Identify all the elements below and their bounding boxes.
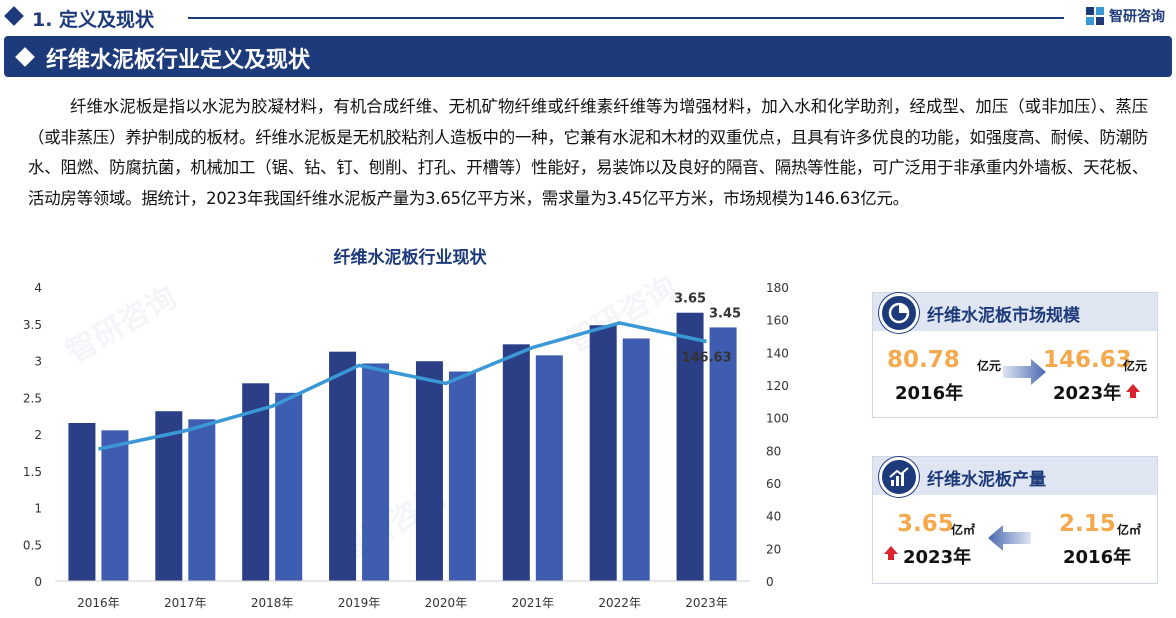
up-arrow-icon [1126,384,1140,398]
market-from-unit: 亿元 [977,359,1002,373]
section-divider [188,17,1064,19]
x-tick-label: 2023年 [685,596,728,610]
market-to-value: 146.63 [1043,347,1132,373]
output-latest-year: 2023年 [903,547,972,568]
x-tick-label: 2019年 [338,596,381,610]
market-to-year: 2023年 [1053,383,1122,404]
line-series [98,321,707,451]
arrow-left-icon [988,525,1031,551]
output-card: 纤维水泥板产量 3.65 亿㎡ 2023年 2.15 亿㎡ 2016年 [872,456,1158,584]
output-base-year: 2016年 [1063,547,1132,568]
bar-series2 [101,430,129,581]
y-right-tick-label: 20 [766,542,781,556]
output-latest-unit: 亿㎡ [951,523,976,537]
market-from-year: 2016年 [895,383,964,404]
y-right-tick-label: 160 [766,314,789,328]
title-banner: 纤维水泥板行业定义及现状 [4,36,1172,77]
output-base-unit: 亿㎡ [1117,523,1142,537]
section-diamond-icon [4,6,24,26]
y-right-tick-label: 180 [766,281,789,295]
output-latest-value: 3.65 [897,511,954,537]
y-left-tick-label: 0 [34,575,42,589]
bar1-data-label: 3.65 [674,292,706,307]
bar-series1 [68,422,96,581]
chart-title: 纤维水泥板行业现状 [333,248,487,268]
market-size-card: 纤维水泥板市场规模 80.78 亿元 2016年 146.63 亿元 2023年 [872,292,1158,418]
market-from-value: 80.78 [887,347,960,373]
brand-logo: 智研咨询 [1085,6,1165,26]
y-right-tick-label: 40 [766,510,781,524]
up-arrow-icon [884,546,898,560]
bar-series1 [155,411,183,581]
x-tick-label: 2020年 [425,596,468,610]
y-left-tick-label: 1 [34,502,42,516]
brand-name: 智研咨询 [1109,9,1165,25]
arrow-right-icon [1003,359,1046,385]
bar-series1 [589,325,617,581]
y-right-tick-label: 60 [766,477,781,491]
section-title: 1. 定义及现状 [32,9,155,31]
y-right-tick-label: 80 [766,444,781,458]
y-left-tick-label: 4 [34,281,42,295]
bar-series2 [188,419,216,581]
output-base-value: 2.15 [1059,511,1116,537]
bar-series1 [242,383,270,581]
y-left-tick-label: 2 [34,428,42,442]
y-left-tick-label: 0.5 [23,538,42,552]
x-tick-label: 2021年 [512,596,555,610]
bar-series2 [709,327,737,581]
x-tick-label: 2022年 [598,596,641,610]
x-tick-label: 2018年 [251,596,294,610]
banner-diamond-icon [15,47,35,67]
bar-series2 [275,392,303,581]
x-tick-label: 2016年 [77,596,120,610]
card-header [873,293,1157,331]
combo-chart: 00.511.522.533.5402040608010012014016018… [23,281,789,610]
y-right-tick-label: 100 [766,412,789,426]
bar-series2 [622,338,650,581]
pie-chart-icon [879,293,919,333]
bar-series1 [415,361,443,581]
x-tick-label: 2017年 [164,596,207,610]
y-left-tick-label: 3.5 [23,318,42,332]
bar-series2 [535,355,563,581]
y-right-tick-label: 140 [766,346,789,360]
intro-paragraph: 纤维水泥板是指以水泥为胶凝材料，有机合成纤维、无机矿物纤维或纤维素纤维等为增强材… [28,97,1148,208]
card-header [873,457,1157,495]
market-to-unit: 亿元 [1123,359,1148,373]
trend-chart-icon [879,457,919,497]
y-right-tick-label: 0 [766,575,774,589]
line-data-label: 146.63 [681,351,731,366]
y-left-tick-label: 1.5 [23,465,42,479]
y-left-tick-label: 3 [34,355,42,369]
y-left-tick-label: 2.5 [23,391,42,405]
bar-series1 [329,351,357,581]
bar2-data-label: 3.45 [709,306,741,321]
bar-series2 [362,363,390,581]
y-right-tick-label: 120 [766,379,789,393]
bar-series1 [676,312,704,581]
market-card-title: 纤维水泥板市场规模 [927,306,1080,326]
bar-series2 [448,371,476,581]
brand-logo-icon [1086,7,1104,25]
bar-series1 [502,344,530,581]
banner-title: 纤维水泥板行业定义及现状 [46,48,311,73]
output-card-title: 纤维水泥板产量 [927,470,1046,490]
top-section-header: 1. 定义及现状 智研咨询 [0,0,1176,34]
